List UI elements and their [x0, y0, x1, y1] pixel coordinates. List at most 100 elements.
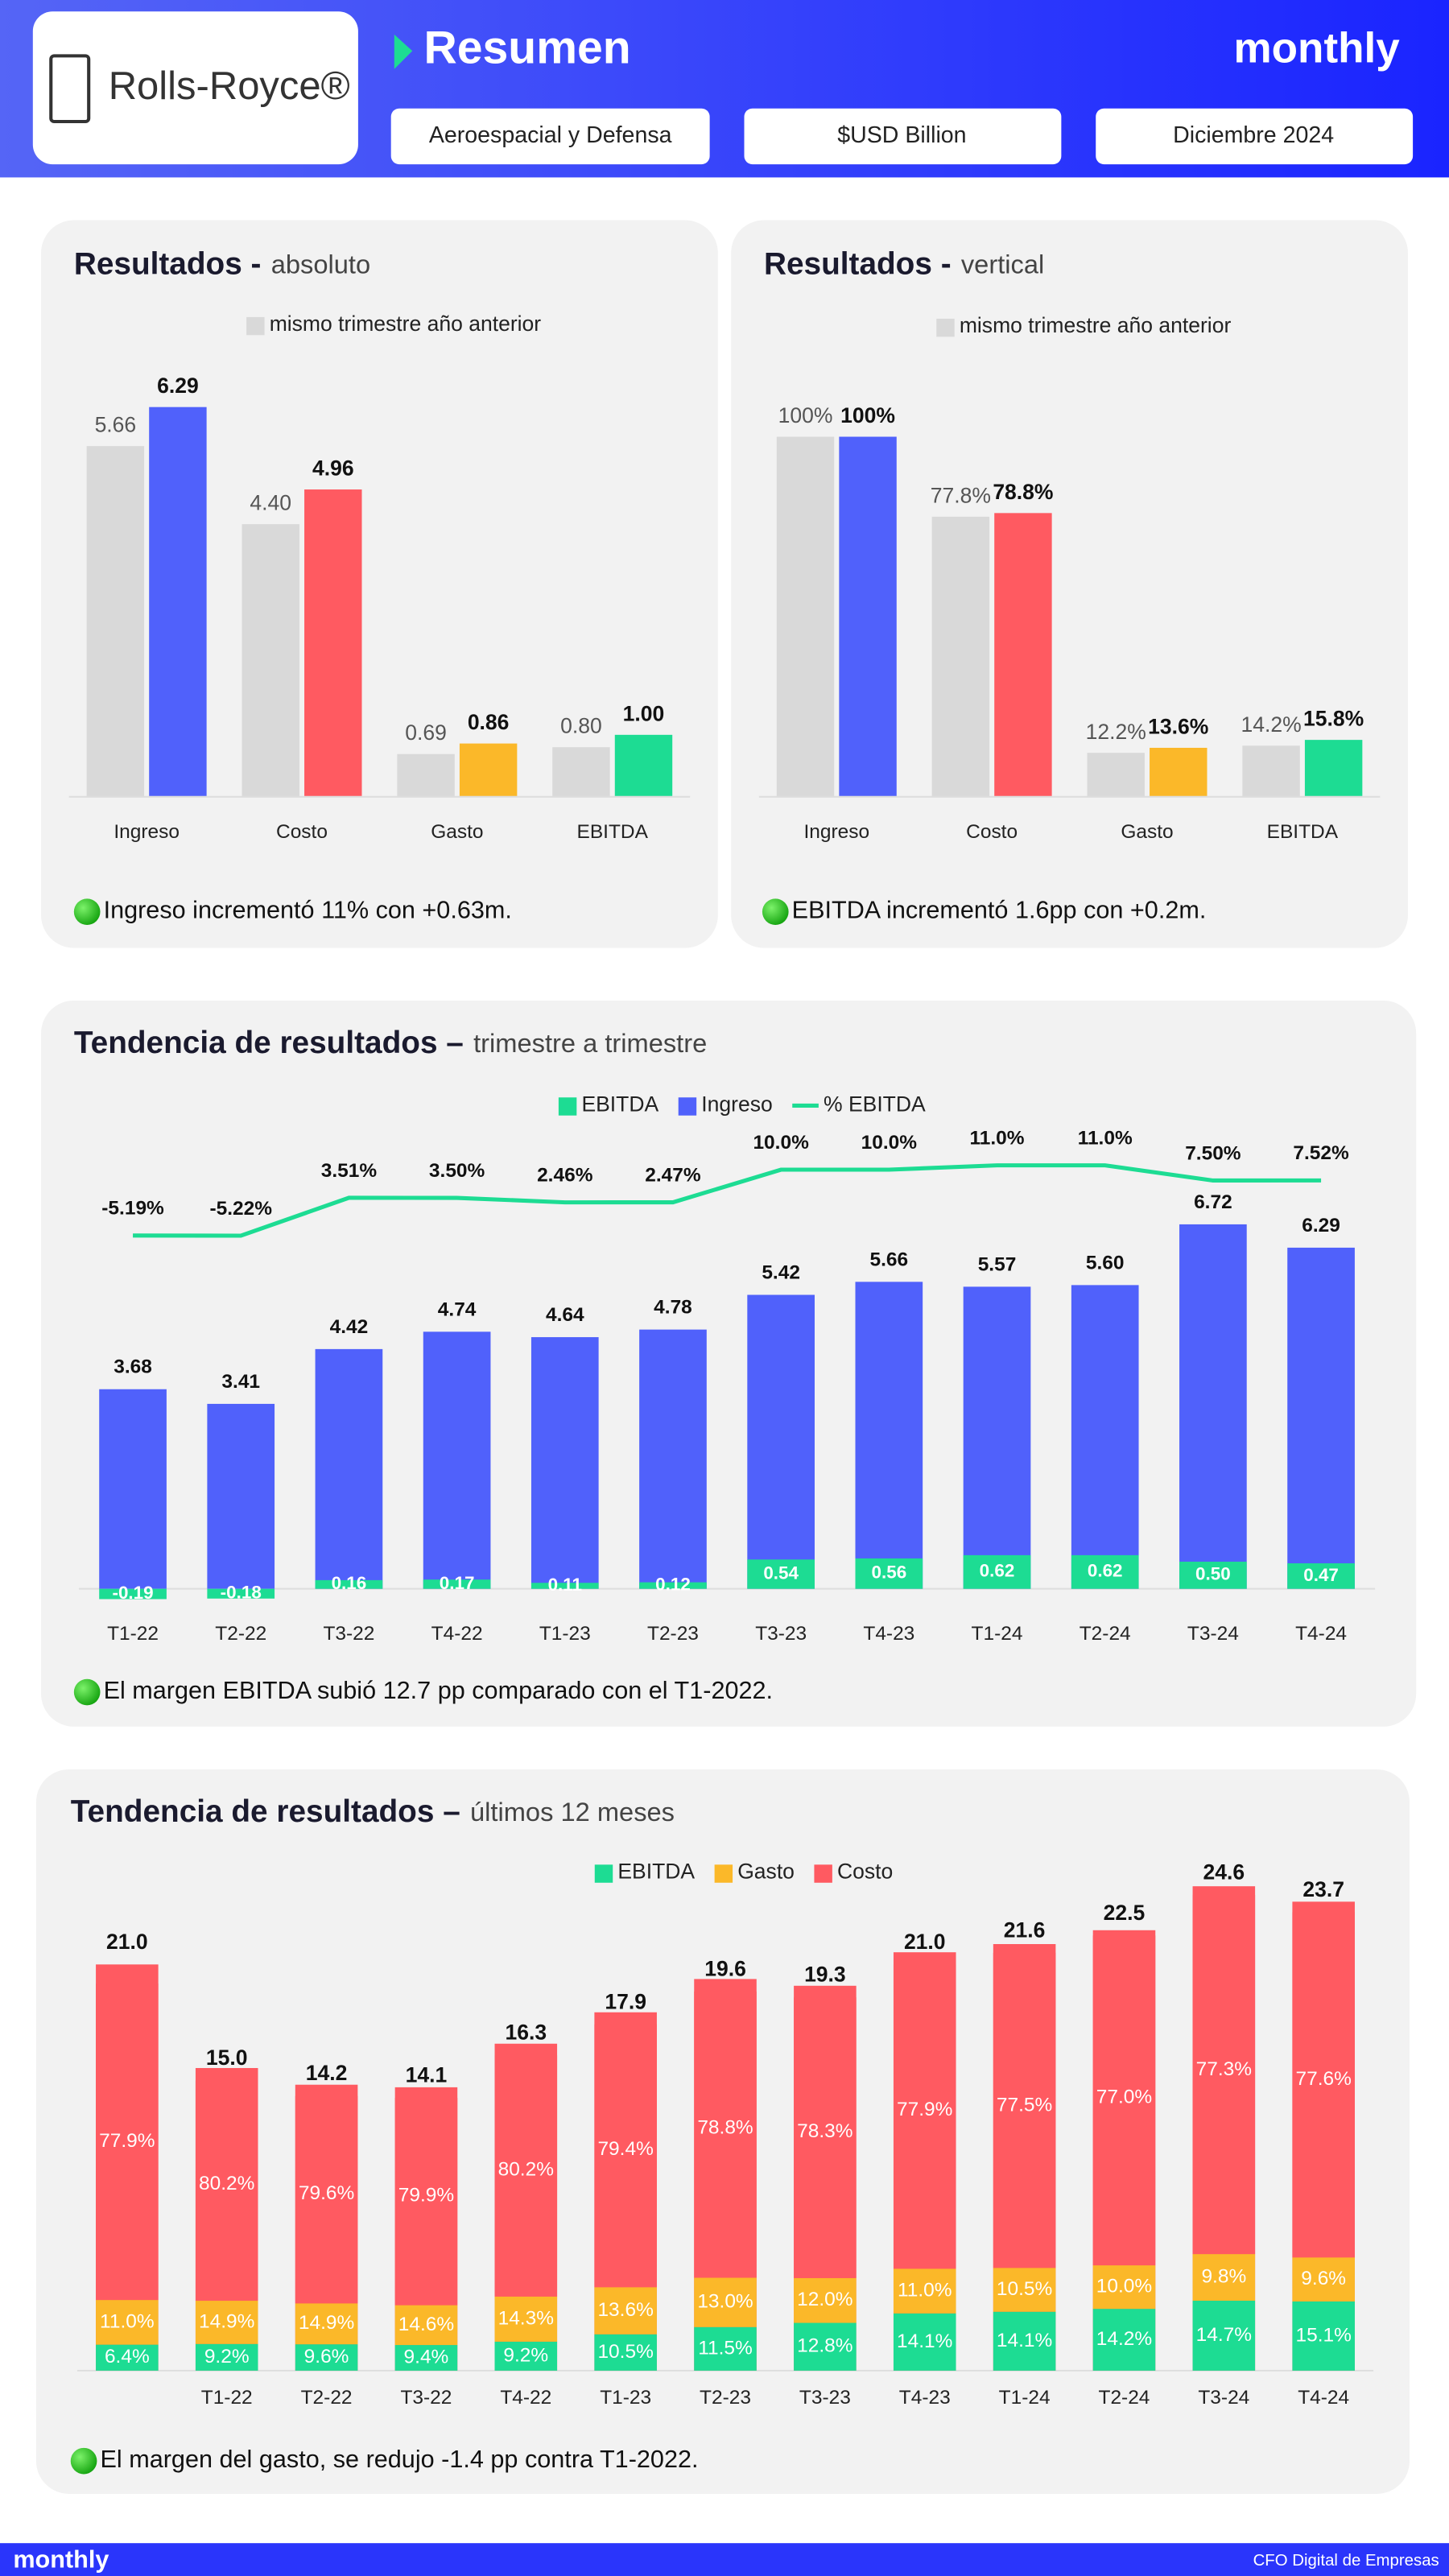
chart-title: Tendencia de resultados – trimestre a tri…	[74, 1026, 707, 1060]
bar-segment	[1192, 2301, 1256, 2371]
segment-label: 15.1%	[1295, 2324, 1351, 2346]
brand-emblem	[49, 54, 91, 124]
segment-label: 13.6%	[597, 2299, 653, 2321]
title: Tendencia de resultados –	[71, 1794, 460, 1829]
segment-label: 79.6%	[299, 2182, 354, 2204]
legend-label: EBITDA	[581, 1092, 658, 1116]
value-label: 0.56	[872, 1563, 907, 1583]
bar	[242, 524, 299, 797]
segment-label: 77.3%	[1196, 2058, 1252, 2080]
logo: monthly	[1233, 24, 1400, 72]
value-label: 0.86	[468, 710, 510, 734]
segment-label: 77.6%	[1295, 2068, 1351, 2090]
total-label: 24.6	[1203, 1860, 1245, 1884]
chart-title: Tendencia de resultados – últimos 12 mese…	[71, 1794, 675, 1829]
x-tick-label: T3-22	[400, 2387, 452, 2409]
value-label: 6.72	[1194, 1191, 1232, 1213]
value-label: 14.2%	[1241, 712, 1301, 737]
value-label: 15.8%	[1303, 707, 1364, 731]
bar-segment	[893, 2313, 956, 2371]
bar	[963, 1554, 1031, 1589]
bar	[1304, 740, 1363, 797]
note-icon	[73, 1678, 101, 1706]
segment-label: 11.5%	[698, 2337, 753, 2359]
segment-label: 14.3%	[498, 2307, 554, 2329]
bar	[1242, 745, 1300, 797]
x-tick-label: T2-24	[1099, 2387, 1150, 2409]
bar	[747, 1294, 815, 1589]
total-label: 21.0	[904, 1930, 946, 1954]
note: El margen del gasto, se redujo -1.4 pp c…	[100, 2446, 698, 2473]
x-tick-label: T4-22	[431, 1623, 483, 1645]
total-label: 21.0	[106, 1930, 148, 1954]
value-label: 0.16	[332, 1573, 367, 1593]
legend-swatch	[594, 1864, 613, 1883]
segment-label: 14.9%	[299, 2312, 354, 2334]
bar-segment	[195, 2343, 258, 2371]
value-label: 0.62	[980, 1561, 1015, 1581]
segment-label: 9.8%	[1201, 2266, 1246, 2288]
value-label: 4.96	[312, 456, 354, 481]
footer-logo: monthly	[13, 2546, 109, 2574]
value-label: 5.42	[762, 1261, 800, 1283]
value-label: 7.50%	[1185, 1142, 1241, 1164]
bar	[423, 1331, 491, 1589]
segment-label: 79.4%	[597, 2138, 653, 2160]
segment-label: 79.9%	[398, 2185, 454, 2207]
tag-box	[390, 108, 710, 165]
legend-swatch	[714, 1864, 733, 1883]
legend-label: EBITDA	[617, 1860, 695, 1884]
value-label: 0.54	[763, 1563, 799, 1583]
bar-segment	[96, 1984, 159, 2301]
bar-segment	[1092, 1930, 1156, 2266]
bar	[1179, 1561, 1247, 1589]
segment-label: 13.0%	[697, 2291, 753, 2313]
bar	[1150, 747, 1208, 797]
bar	[552, 747, 610, 797]
note: Ingreso incrementó 11% con +0.63m.	[104, 897, 512, 924]
value-label: 100%	[840, 403, 895, 427]
bar	[423, 1579, 491, 1589]
bar	[1287, 1247, 1355, 1589]
bar-segment	[594, 2334, 657, 2371]
value-label: 1.00	[623, 701, 665, 725]
page-title: Resumen	[424, 22, 631, 73]
total-label: 22.5	[1104, 1901, 1146, 1925]
bar-segment	[494, 2296, 558, 2342]
bar-segment	[1092, 2309, 1156, 2371]
x-tick-label: T1-24	[972, 1623, 1023, 1645]
value-label: 3.68	[114, 1356, 152, 1378]
x-tick-label: T4-23	[899, 2387, 951, 2409]
note: El margen EBITDA subió 12.7 pp comparado…	[104, 1677, 773, 1704]
value-label: -0.18	[221, 1583, 262, 1603]
segment-label: 77.9%	[99, 2130, 155, 2152]
bar	[747, 1559, 815, 1589]
x-tick-label: T4-24	[1295, 1623, 1347, 1645]
bar	[855, 1282, 923, 1589]
bar-segment	[295, 2084, 358, 2304]
x-tick-label: T2-23	[700, 2387, 751, 2409]
value-label: 2.47%	[645, 1164, 701, 1186]
legend-swatch	[678, 1097, 697, 1116]
segment-label: 14.9%	[199, 2310, 254, 2332]
bar	[839, 436, 897, 797]
panel	[41, 220, 718, 948]
x-tick-label: Gasto	[1121, 821, 1173, 843]
bar	[315, 1348, 383, 1589]
legend-label: % EBITDA	[824, 1092, 926, 1116]
x-tick-label: T1-22	[201, 2387, 253, 2409]
bar-segment	[295, 2303, 358, 2345]
segment-label: 14.1%	[897, 2330, 952, 2352]
bar	[459, 743, 518, 797]
value-label: 0.12	[655, 1575, 691, 1595]
value-label: 0.50	[1195, 1564, 1231, 1584]
bar	[99, 1588, 167, 1600]
segment-label: 14.6%	[398, 2314, 454, 2335]
x-tick-label: Costo	[276, 821, 328, 843]
bar-segment	[594, 2012, 657, 2288]
bar	[994, 513, 1052, 797]
value-label: 0.62	[1088, 1561, 1123, 1581]
brand-box	[32, 11, 358, 165]
x-tick-label: T4-24	[1298, 2387, 1349, 2409]
value-label: 0.11	[548, 1575, 582, 1595]
